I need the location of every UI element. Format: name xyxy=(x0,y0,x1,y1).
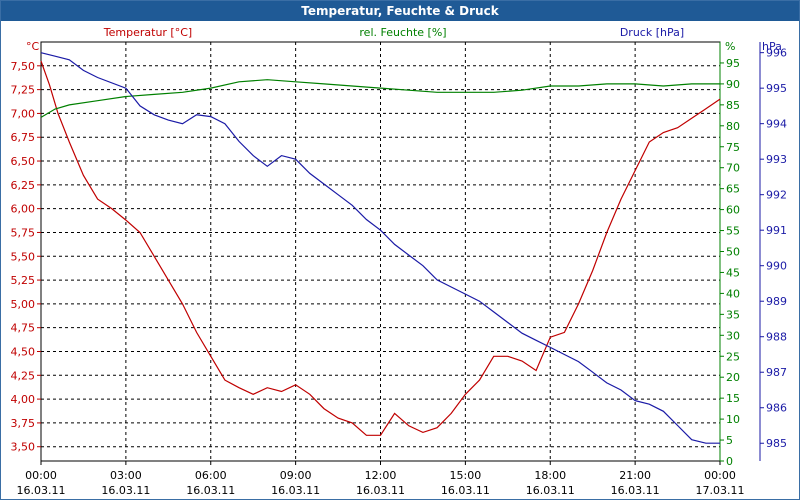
grid xyxy=(41,42,720,461)
pressure-tick-label: 985 xyxy=(766,437,787,450)
pressure-tick-label: 995 xyxy=(766,82,787,95)
humidity-tick-label: 55 xyxy=(726,225,740,238)
pressure-tick-label: 992 xyxy=(766,189,787,202)
temperature-tick-label: 7,25 xyxy=(11,84,36,97)
x-tick-date: 16.03.11 xyxy=(441,484,490,497)
humidity-tick-label: 30 xyxy=(726,329,740,342)
humidity-tick-label: 95 xyxy=(726,57,740,70)
humidity-tick-label: 25 xyxy=(726,350,740,363)
pressure-tick-label: 991 xyxy=(766,224,787,237)
temperature-tick-label: 6,00 xyxy=(11,203,36,216)
temperature-tick-label: 3,75 xyxy=(11,417,36,430)
temperature-line xyxy=(40,60,721,436)
pressure-tick-label: 988 xyxy=(766,331,787,344)
x-tick-time: 12:00 xyxy=(365,469,397,482)
pressure-tick-label: 993 xyxy=(766,153,787,166)
pressure-tick-label: 987 xyxy=(766,366,787,379)
humidity-tick-label: 80 xyxy=(726,120,740,133)
temperature-unit: °C xyxy=(26,40,40,53)
pressure-tick-label: 989 xyxy=(766,295,787,308)
temperature-tick-label: 5,00 xyxy=(11,298,36,311)
humidity-axis-title: rel. Feuchte [%] xyxy=(359,26,446,39)
axes: 00:00 16.03.11 03:00 16.03.11 06:00 16.03.11 0… xyxy=(11,42,787,497)
x-tick-time: 06:00 xyxy=(195,469,227,482)
humidity-tick-label: 50 xyxy=(726,246,740,259)
temperature-tick-label: 5,25 xyxy=(11,274,36,287)
temperature-tick-label: 5,75 xyxy=(11,226,36,239)
pressure-axis-title: Druck [hPa] xyxy=(620,26,684,39)
temperature-tick-label: 6,25 xyxy=(11,179,36,192)
pressure-tick-label: 996 xyxy=(766,47,787,60)
humidity-tick-label: 10 xyxy=(726,413,740,426)
x-tick-time: 03:00 xyxy=(110,469,142,482)
temperature-tick-label: 6,50 xyxy=(11,155,36,168)
pressure-unit: hPa xyxy=(762,40,782,53)
pressure-tick-label: 990 xyxy=(766,260,787,273)
temperature-tick-label: 4,00 xyxy=(11,393,36,406)
humidity-tick-label: 70 xyxy=(726,162,740,175)
window-title: Temperatur, Feuchte & Druck xyxy=(1,1,799,21)
humidity-unit: % xyxy=(725,40,735,53)
temperature-tick-label: 4,75 xyxy=(11,322,36,335)
humidity-tick-label: 0 xyxy=(726,455,733,468)
humidity-tick-label: 85 xyxy=(726,99,740,112)
humidity-tick-label: 65 xyxy=(726,183,740,196)
humidity-tick-label: 20 xyxy=(726,371,740,384)
x-tick-date: 17.03.11 xyxy=(696,484,745,497)
humidity-tick-label: 40 xyxy=(726,287,740,300)
x-tick-time: 21:00 xyxy=(619,469,651,482)
x-tick-time: 09:00 xyxy=(280,469,312,482)
temperature-tick-label: 3,50 xyxy=(11,441,36,454)
x-tick-date: 16.03.11 xyxy=(101,484,150,497)
x-tick-date: 16.03.11 xyxy=(356,484,405,497)
humidity-tick-label: 15 xyxy=(726,392,740,405)
pressure-tick-label: 994 xyxy=(766,118,787,131)
temperature-tick-label: 7,50 xyxy=(11,60,36,73)
temperature-tick-label: 5,50 xyxy=(11,250,36,263)
humidity-tick-label: 75 xyxy=(726,141,740,154)
x-tick-date: 16.03.11 xyxy=(526,484,575,497)
x-tick-time: 18:00 xyxy=(534,469,566,482)
x-tick-date: 16.03.11 xyxy=(186,484,235,497)
temperature-tick-label: 4,25 xyxy=(11,369,36,382)
humidity-tick-label: 60 xyxy=(726,204,740,217)
x-tick-time: 00:00 xyxy=(25,469,57,482)
humidity-line xyxy=(40,79,720,118)
x-tick-time: 00:00 xyxy=(704,469,736,482)
humidity-tick-label: 5 xyxy=(726,434,733,447)
x-tick-date: 16.03.11 xyxy=(271,484,320,497)
humidity-tick-label: 35 xyxy=(726,308,740,321)
x-tick-date: 16.03.11 xyxy=(611,484,660,497)
pressure-line xyxy=(40,52,720,444)
temperature-tick-label: 6,75 xyxy=(11,131,36,144)
temperature-axis-title: Temperatur [°C] xyxy=(103,26,192,39)
pressure-tick-label: 986 xyxy=(766,402,787,415)
temperature-tick-label: 4,50 xyxy=(11,345,36,358)
humidity-tick-label: 90 xyxy=(726,78,740,91)
humidity-tick-label: 45 xyxy=(726,266,740,279)
temperature-tick-label: 7,00 xyxy=(11,107,36,120)
x-tick-time: 15:00 xyxy=(450,469,482,482)
x-tick-date: 16.03.11 xyxy=(17,484,66,497)
series-lines xyxy=(40,52,721,444)
